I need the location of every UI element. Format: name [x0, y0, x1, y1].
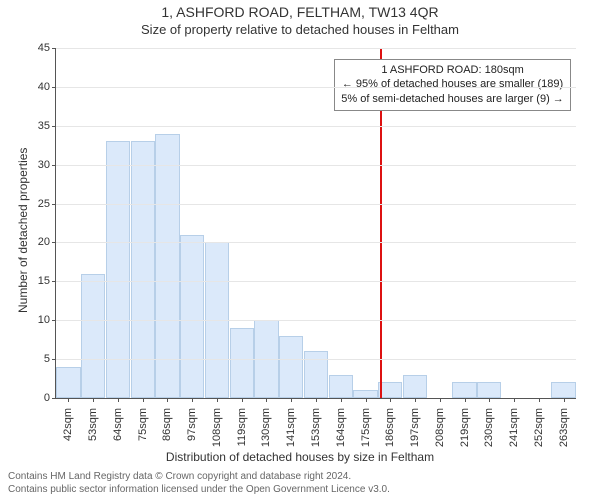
- xtick-label: 175sqm: [360, 404, 372, 447]
- histogram-bar: [403, 375, 427, 398]
- xtick-mark: [366, 398, 367, 402]
- xtick-mark: [266, 398, 267, 402]
- grid-line: [56, 204, 576, 205]
- xtick-mark: [192, 398, 193, 402]
- xtick-mark: [217, 398, 218, 402]
- xtick-label: 219sqm: [459, 404, 471, 447]
- xtick-label: 230sqm: [483, 404, 495, 447]
- xtick-label: 75sqm: [137, 404, 149, 441]
- xtick-mark: [118, 398, 119, 402]
- xtick-mark: [440, 398, 441, 402]
- xtick-mark: [514, 398, 515, 402]
- footer-line2: Contains public sector information licen…: [8, 483, 390, 496]
- grid-line: [56, 126, 576, 127]
- ytick-label: 15: [38, 275, 56, 287]
- xtick-label: 64sqm: [112, 404, 124, 441]
- xtick-mark: [539, 398, 540, 402]
- xtick-mark: [242, 398, 243, 402]
- xtick-mark: [316, 398, 317, 402]
- xtick-label: 108sqm: [211, 404, 223, 447]
- histogram-bar: [452, 382, 476, 398]
- ytick-label: 30: [38, 159, 56, 171]
- annotation-line2: ← 95% of detached houses are smaller (18…: [341, 77, 564, 92]
- xtick-label: 86sqm: [161, 404, 173, 441]
- ytick-label: 45: [38, 42, 56, 54]
- grid-line: [56, 320, 576, 321]
- xtick-label: 97sqm: [186, 404, 198, 441]
- xtick-label: 263sqm: [558, 404, 570, 447]
- plot-area: 1 ASHFORD ROAD: 180sqm ← 95% of detached…: [55, 48, 576, 399]
- footer-line1: Contains HM Land Registry data © Crown c…: [8, 470, 390, 483]
- histogram-bar: [353, 390, 377, 398]
- chart-subtitle: Size of property relative to detached ho…: [0, 22, 600, 37]
- xtick-label: 164sqm: [335, 404, 347, 447]
- histogram-bar: [81, 274, 105, 398]
- histogram-bar: [56, 367, 80, 398]
- grid-line: [56, 359, 576, 360]
- xtick-mark: [564, 398, 565, 402]
- xtick-mark: [390, 398, 391, 402]
- ytick-label: 25: [38, 198, 56, 210]
- xtick-mark: [93, 398, 94, 402]
- annotation-line1: 1 ASHFORD ROAD: 180sqm: [341, 63, 564, 78]
- xtick-label: 186sqm: [384, 404, 396, 447]
- chart-title: 1, ASHFORD ROAD, FELTHAM, TW13 4QR: [0, 4, 600, 20]
- histogram-bar: [279, 336, 303, 398]
- xtick-mark: [415, 398, 416, 402]
- histogram-bar: [551, 382, 575, 398]
- chart-container: 1, ASHFORD ROAD, FELTHAM, TW13 4QR Size …: [0, 0, 600, 500]
- xtick-label: 208sqm: [434, 404, 446, 447]
- ytick-label: 35: [38, 120, 56, 132]
- ytick-label: 20: [38, 236, 56, 248]
- grid-line: [56, 87, 576, 88]
- xtick-label: 53sqm: [87, 404, 99, 441]
- x-axis-label: Distribution of detached houses by size …: [0, 450, 600, 464]
- xtick-mark: [341, 398, 342, 402]
- annotation-box: 1 ASHFORD ROAD: 180sqm ← 95% of detached…: [334, 59, 571, 112]
- xtick-label: 153sqm: [310, 404, 322, 447]
- xtick-label: 197sqm: [409, 404, 421, 447]
- annotation-line3: 5% of semi-detached houses are larger (9…: [341, 92, 564, 107]
- grid-line: [56, 242, 576, 243]
- ytick-label: 10: [38, 314, 56, 326]
- xtick-mark: [465, 398, 466, 402]
- histogram-bar: [180, 235, 204, 398]
- ytick-label: 40: [38, 81, 56, 93]
- xtick-label: 141sqm: [285, 404, 297, 447]
- xtick-label: 241sqm: [508, 404, 520, 447]
- grid-line: [56, 281, 576, 282]
- xtick-mark: [68, 398, 69, 402]
- ytick-label: 0: [44, 392, 56, 404]
- xtick-mark: [143, 398, 144, 402]
- xtick-label: 252sqm: [533, 404, 545, 447]
- xtick-label: 119sqm: [236, 404, 248, 446]
- xtick-mark: [167, 398, 168, 402]
- xtick-label: 42sqm: [62, 404, 74, 441]
- ytick-label: 5: [44, 353, 56, 365]
- y-axis-label: Number of detached properties: [16, 148, 30, 313]
- histogram-bar: [477, 382, 501, 398]
- xtick-label: 130sqm: [260, 404, 272, 447]
- footer-attribution: Contains HM Land Registry data © Crown c…: [8, 470, 390, 496]
- xtick-mark: [489, 398, 490, 402]
- histogram-bar: [230, 328, 254, 398]
- grid-line: [56, 48, 576, 49]
- grid-line: [56, 165, 576, 166]
- xtick-mark: [291, 398, 292, 402]
- histogram-bar: [329, 375, 353, 398]
